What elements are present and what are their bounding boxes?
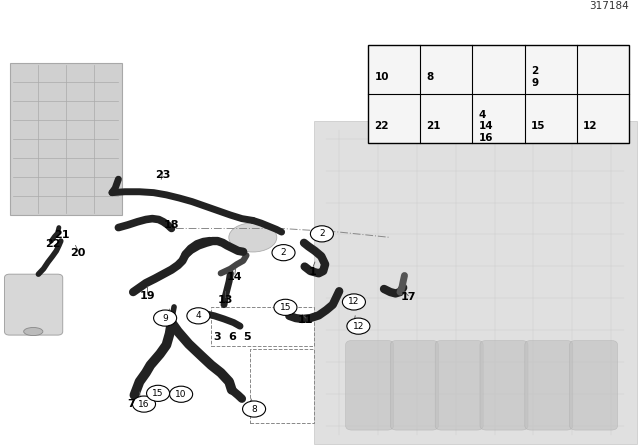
- Circle shape: [187, 308, 210, 324]
- Text: 6: 6: [228, 332, 236, 342]
- Text: 17: 17: [401, 293, 416, 302]
- Circle shape: [342, 294, 365, 310]
- Circle shape: [272, 245, 295, 261]
- Text: 13: 13: [218, 295, 233, 305]
- Text: 8: 8: [427, 72, 434, 82]
- Ellipse shape: [229, 223, 277, 252]
- Text: 12: 12: [353, 322, 364, 331]
- FancyBboxPatch shape: [480, 340, 528, 430]
- Text: 317184: 317184: [589, 1, 628, 11]
- FancyBboxPatch shape: [390, 340, 438, 430]
- Text: 10: 10: [175, 390, 187, 399]
- Text: 20: 20: [70, 248, 86, 258]
- Text: 12: 12: [583, 121, 598, 131]
- Text: 15: 15: [152, 389, 164, 398]
- Circle shape: [310, 226, 333, 242]
- Text: 21: 21: [54, 230, 70, 240]
- Bar: [10, 63, 122, 215]
- Text: 2
9: 2 9: [531, 66, 538, 88]
- Text: 5: 5: [243, 332, 251, 342]
- Text: 3: 3: [214, 332, 221, 342]
- Text: 22: 22: [374, 121, 389, 131]
- Text: 10: 10: [374, 72, 389, 82]
- Text: 8: 8: [252, 405, 257, 414]
- FancyBboxPatch shape: [435, 340, 483, 430]
- Text: 9: 9: [163, 314, 168, 323]
- Circle shape: [243, 401, 266, 417]
- Text: 2: 2: [319, 229, 324, 238]
- Circle shape: [274, 299, 297, 315]
- Bar: [314, 121, 637, 444]
- Text: 1: 1: [308, 267, 316, 277]
- Text: 19: 19: [140, 291, 155, 301]
- Text: 4: 4: [196, 311, 201, 320]
- Text: 15: 15: [280, 303, 291, 312]
- FancyBboxPatch shape: [570, 340, 618, 430]
- Text: 14: 14: [227, 272, 243, 282]
- Text: 12: 12: [348, 297, 360, 306]
- Bar: [368, 45, 629, 143]
- Text: 2: 2: [281, 248, 286, 257]
- Circle shape: [147, 385, 170, 401]
- Ellipse shape: [24, 327, 43, 336]
- Text: 15: 15: [531, 121, 545, 131]
- Text: 4
14
16: 4 14 16: [479, 109, 493, 143]
- FancyBboxPatch shape: [525, 340, 573, 430]
- FancyBboxPatch shape: [4, 274, 63, 335]
- Text: 16: 16: [138, 400, 150, 409]
- FancyBboxPatch shape: [346, 340, 394, 430]
- Circle shape: [154, 310, 177, 326]
- Text: 11: 11: [298, 315, 314, 325]
- Circle shape: [347, 318, 370, 334]
- Text: 22: 22: [45, 239, 60, 249]
- Circle shape: [132, 396, 156, 412]
- Text: 21: 21: [427, 121, 441, 131]
- Text: 7: 7: [127, 399, 135, 409]
- Text: 23: 23: [155, 170, 170, 180]
- Text: 18: 18: [164, 220, 179, 230]
- Circle shape: [170, 386, 193, 402]
